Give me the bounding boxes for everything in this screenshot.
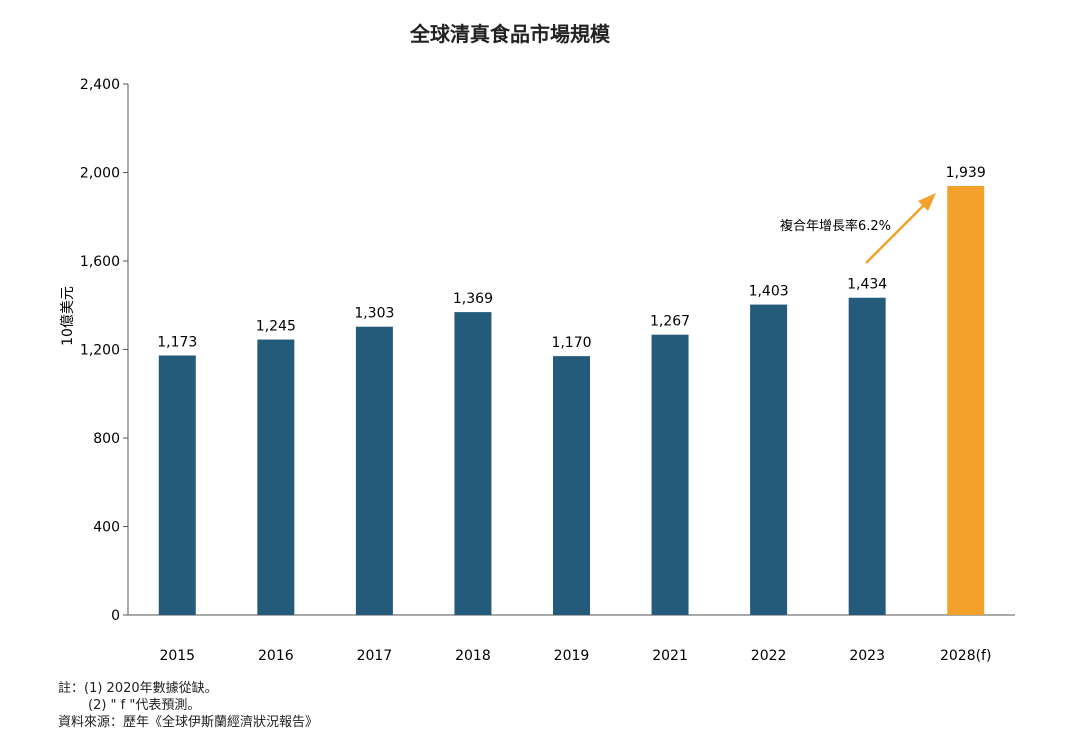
y-tick-label: 1,600 [80,254,120,270]
y-axis-label: 10億美元 [60,286,76,346]
footnote-2: (2) " f "代表預測。 [88,698,201,713]
bar-2018 [454,312,492,615]
y-tick-label: 2,000 [80,166,120,182]
x-tick-label: 2022 [751,648,787,664]
x-tick-label: 2019 [554,648,590,664]
bar-chart: 10億美元 0 400 800 1,200 1,600 2,000 2,400 1,173 2… [60,77,1015,664]
y-tick-label: 1,200 [80,343,120,359]
y-tick-label: 800 [93,431,120,447]
y-tick-label: 400 [93,520,120,536]
data-label: 1,369 [453,291,493,307]
data-label: 1,173 [157,334,197,350]
source-note: 資料來源：歷年《全球伊斯蘭經濟狀況報告》 [58,715,319,730]
data-label: 1,939 [946,165,986,181]
x-tick-label: 2028(f) [940,648,991,664]
bar-2016 [257,339,295,615]
data-label: 1,403 [749,284,789,300]
x-tick-label: 2017 [357,648,393,664]
bar-2023 [848,297,886,615]
bar-2028(f) [947,185,985,615]
x-tick-label: 2016 [258,648,294,664]
y-tick-label: 0 [111,608,120,624]
chart-title: 全球清真食品市場規模 [410,22,610,46]
bar-2022 [750,304,788,615]
cagr-arrow [865,202,927,264]
x-tick-label: 2023 [849,648,885,664]
footnote-1: 註：(1) 2020年數據從缺。 [58,681,218,696]
data-label: 1,303 [354,306,394,322]
y-tick-label: 2,400 [80,77,120,93]
bar-2019 [553,356,590,615]
x-tick-label: 2015 [159,648,195,664]
bar-2021 [651,334,689,615]
cagr-arrow-head [918,193,936,211]
data-label: 1,434 [847,277,887,293]
x-tick-label: 2018 [455,648,491,664]
cagr-annotation: 複合年增長率6.2% [780,218,891,234]
x-tick-label: 2021 [652,648,688,664]
data-label: 1,170 [551,335,591,351]
footnotes: 註：(1) 2020年數據從缺。 (2) " f "代表預測。 資料來源：歷年《… [58,680,318,731]
data-label: 1,267 [650,314,690,330]
bar-2015 [158,355,196,615]
bar-2017 [355,326,393,615]
data-label: 1,245 [256,319,296,335]
